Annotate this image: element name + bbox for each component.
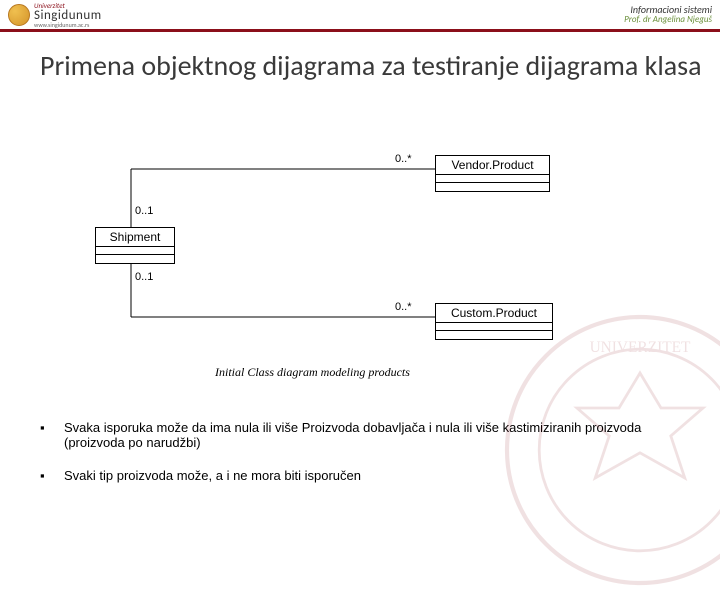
node-vendor-label: Vendor.Product	[436, 156, 549, 175]
logo: Univerzitet Singidunum www.singidunum.ac…	[8, 2, 102, 28]
page-title: Primena objektnog dijagrama za testiranj…	[0, 32, 720, 82]
bullet-list: ▪ Svaka isporuka može da ima nula ili vi…	[40, 420, 680, 501]
university-seal-icon	[8, 4, 30, 26]
header-right: Informacioni sistemi Prof. dr Angelina N…	[624, 4, 712, 25]
node-custom-label: Custom.Product	[436, 304, 552, 323]
list-item: ▪ Svaki tip proizvoda može, a i ne mora …	[40, 468, 680, 483]
bullet-icon: ▪	[40, 468, 64, 483]
multiplicity-2: 0..1	[135, 205, 153, 217]
page-header: Univerzitet Singidunum www.singidunum.ac…	[0, 0, 720, 32]
multiplicity-1: 0..*	[395, 153, 412, 165]
bullet-text: Svaki tip proizvoda može, a i ne mora bi…	[64, 468, 361, 483]
multiplicity-4: 0..*	[395, 301, 412, 313]
professor-name: Prof. dr Angelina Njeguš	[624, 15, 712, 25]
logo-text: Univerzitet Singidunum www.singidunum.ac…	[34, 2, 102, 28]
bullet-text: Svaka isporuka može da ima nula ili više…	[64, 420, 680, 450]
diagram-caption: Initial Class diagram modeling products	[215, 365, 410, 380]
university-url: www.singidunum.ac.rs	[34, 22, 102, 28]
node-custom-product: Custom.Product	[435, 303, 553, 340]
bullet-icon: ▪	[40, 420, 64, 435]
list-item: ▪ Svaka isporuka može da ima nula ili vi…	[40, 420, 680, 450]
node-shipment-label: Shipment	[96, 228, 174, 247]
class-diagram: Shipment Vendor.Product Custom.Product 0…	[95, 155, 595, 385]
node-vendor-product: Vendor.Product	[435, 155, 550, 192]
svg-text:UNIVERZITET: UNIVERZITET	[590, 339, 691, 356]
university-name: Singidunum	[34, 9, 102, 22]
multiplicity-3: 0..1	[135, 271, 153, 283]
node-shipment: Shipment	[95, 227, 175, 264]
